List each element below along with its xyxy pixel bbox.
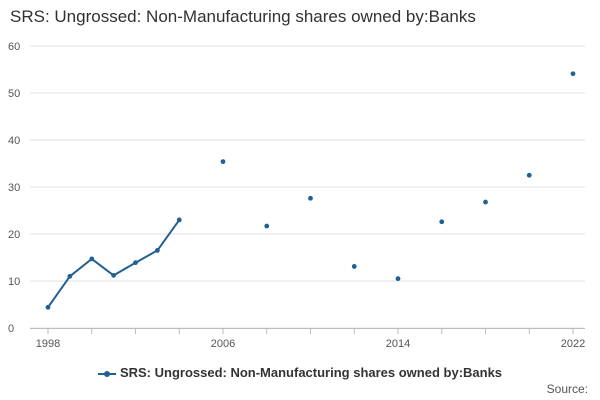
data-point[interactable] [570, 71, 576, 77]
data-point[interactable] [308, 195, 313, 201]
legend[interactable]: SRS: Ungrossed: Non-Manufacturing shares… [0, 365, 600, 380]
y-tick-label: 0 [8, 323, 14, 335]
data-point[interactable] [67, 273, 73, 279]
data-point[interactable] [133, 260, 138, 266]
data-point[interactable] [351, 264, 357, 269]
data-point[interactable] [220, 159, 226, 165]
data-point[interactable] [154, 248, 160, 253]
data-point[interactable] [483, 199, 488, 205]
series-line [47, 218, 181, 309]
y-tick-label: 40 [8, 135, 20, 147]
legend-label: SRS: Ungrossed: Non-Manufacturing shares… [119, 365, 503, 380]
data-point[interactable] [439, 219, 445, 225]
x-tick-label: 2006 [211, 338, 235, 350]
data-point[interactable] [89, 256, 95, 262]
y-tick-label: 30 [8, 182, 20, 194]
data-point[interactable] [264, 223, 270, 229]
data-point[interactable] [395, 276, 401, 282]
data-point[interactable] [176, 217, 182, 223]
chart-title: SRS: Ungrossed: Non-Manufacturing shares… [10, 7, 476, 26]
legend-line-marker-icon [97, 369, 116, 379]
data-point[interactable] [111, 272, 117, 278]
x-tick-label: 2022 [561, 338, 585, 350]
y-tick-label: 60 [8, 41, 20, 53]
y-tick-label: 20 [8, 229, 20, 241]
data-point[interactable] [45, 304, 51, 310]
y-tick-label: 50 [8, 88, 20, 100]
x-tick-label: 2014 [386, 338, 410, 350]
x-tick-label: 1998 [36, 338, 60, 350]
source-label: Source: [546, 382, 588, 396]
y-tick-label: 10 [8, 276, 20, 288]
data-point[interactable] [526, 172, 532, 178]
